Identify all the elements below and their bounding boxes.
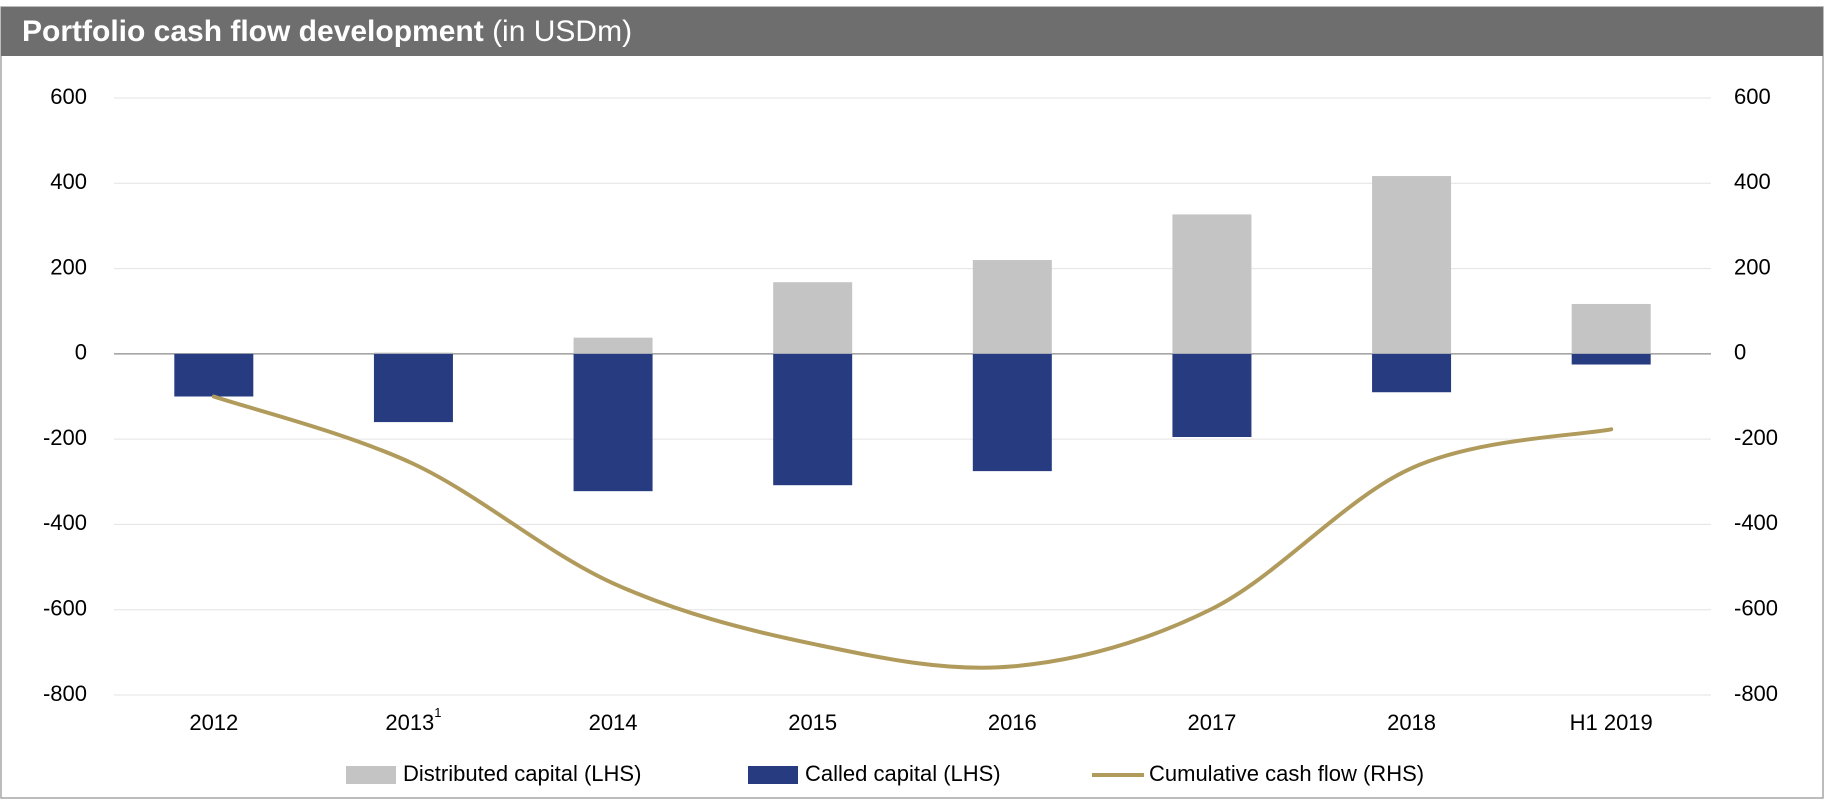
x-tick-label: 2015 — [788, 710, 837, 735]
chart-title-text: Portfolio cash flow development (in USDm… — [22, 15, 632, 48]
legend-label: Called capital (LHS) — [805, 761, 1001, 786]
x-tick-label: H1 2019 — [1570, 710, 1653, 735]
bar — [1372, 353, 1452, 393]
y-tick-label: 600 — [50, 84, 87, 109]
y2-tick-label: -600 — [1734, 596, 1778, 621]
y-tick-label: 200 — [50, 254, 87, 279]
bar — [373, 353, 453, 423]
bar — [373, 352, 453, 354]
y-tick-label: -400 — [43, 510, 87, 535]
x-tick-label-text: 2016 — [988, 710, 1037, 735]
legend-swatch — [748, 766, 798, 784]
bar — [174, 353, 254, 397]
chart-frame — [0, 6, 1824, 799]
y-tick-label: -600 — [43, 596, 87, 621]
bar — [1172, 353, 1252, 438]
chart-title: Portfolio cash flow development — [22, 15, 484, 48]
bar — [1571, 303, 1651, 354]
bar — [972, 353, 1052, 472]
title-bar — [1, 7, 1823, 56]
y2-tick-label: 400 — [1734, 169, 1771, 194]
bar — [1172, 214, 1252, 354]
y-tick-label: 0 — [75, 340, 87, 365]
x-tick-label: 2016 — [988, 710, 1037, 735]
y2-tick-label: 200 — [1734, 254, 1771, 279]
y-tick-label: 400 — [50, 169, 87, 194]
x-tick-label-text: 2015 — [788, 710, 837, 735]
legend-swatch — [346, 766, 396, 784]
x-tick-label: 2012 — [189, 710, 238, 735]
y2-tick-label: 0 — [1734, 340, 1746, 365]
x-tick-label-text: H1 2019 — [1570, 710, 1653, 735]
y-tick-label: -800 — [43, 681, 87, 706]
y2-tick-label: -200 — [1734, 425, 1778, 450]
x-tick-label: 2017 — [1187, 710, 1236, 735]
y-tick-label: -200 — [43, 425, 87, 450]
x-tick-footnote: 1 — [434, 705, 441, 720]
x-tick-label-text: 2013 — [385, 710, 434, 735]
bar — [1571, 353, 1651, 365]
x-tick-label-text: 2012 — [189, 710, 238, 735]
bar — [972, 260, 1052, 354]
legend-label: Cumulative cash flow (RHS) — [1149, 761, 1424, 786]
bar — [773, 282, 853, 354]
x-tick-label-text: 2017 — [1187, 710, 1236, 735]
x-tick-label: 2018 — [1387, 710, 1436, 735]
bar — [573, 353, 653, 492]
bar — [1372, 176, 1452, 354]
y2-tick-label: -400 — [1734, 510, 1778, 535]
chart-subtitle: (in USDm) — [492, 15, 632, 48]
x-tick-label-text: 2018 — [1387, 710, 1436, 735]
legend-label: Distributed capital (LHS) — [403, 761, 641, 786]
x-tick-label-text: 2014 — [589, 710, 638, 735]
x-tick-label: 2014 — [589, 710, 638, 735]
y2-tick-label: 600 — [1734, 84, 1771, 109]
line — [211, 394, 1614, 670]
bar — [773, 353, 853, 486]
bar — [573, 337, 653, 354]
y2-tick-label: -800 — [1734, 681, 1778, 706]
x-tick-label: 20131 — [385, 705, 441, 734]
